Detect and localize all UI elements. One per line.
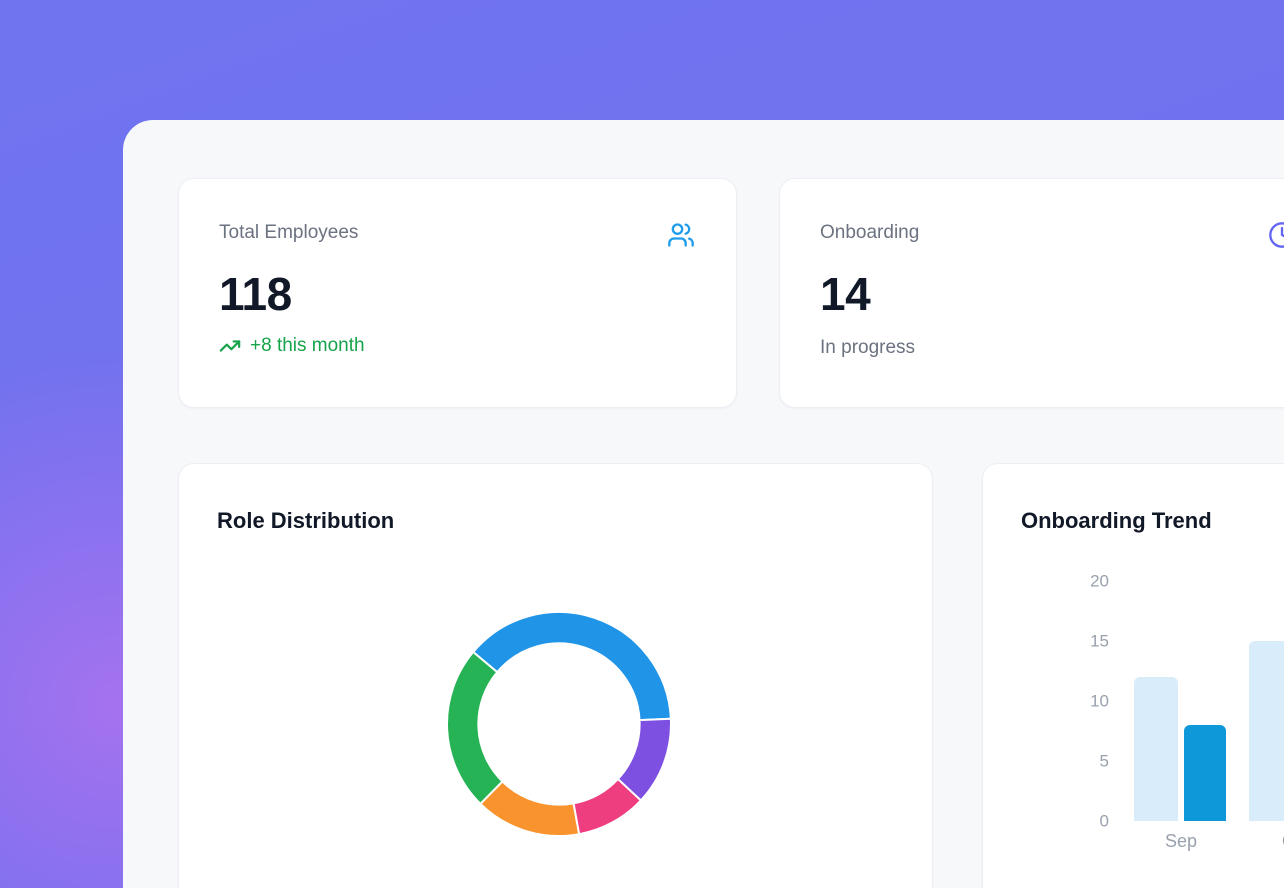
stat-value: 118 [219,268,292,320]
bar-dark-blue [1184,725,1226,821]
users-icon [667,221,695,249]
clock-icon [1268,221,1284,249]
onboarding-trend-chart: 0 5 10 15 20 Sep Oct [983,464,1284,888]
trending-up-icon [219,335,241,357]
y-axis-tick: 10 [1090,691,1109,711]
y-axis-tick: 5 [1099,751,1109,771]
dashboard-panel: Total Employees 118 +8 this month Onboar… [123,120,1284,888]
stat-change-text: +8 this month [250,335,365,356]
bar-light-blue [1249,641,1284,821]
x-axis-label: Oct [1250,832,1284,850]
stat-subtext: In progress [820,337,916,358]
onboarding-trend-card: Onboarding Trend 0 5 10 15 20 Sep Oct [982,463,1284,888]
x-axis-label: Sep [1164,831,1198,851]
chart-title: Onboarding Trend [1021,508,1212,533]
stat-change: +8 this month [219,335,365,358]
stat-card-onboarding: Onboarding 14 In progress [779,178,1284,408]
bar-light-blue [1134,677,1178,821]
chart-title: Role Distribution [217,508,395,533]
y-axis-tick: 15 [1090,631,1109,651]
y-axis-tick: 20 [1090,571,1109,591]
y-axis-tick: 0 [1099,811,1109,831]
donut-segment [446,651,504,805]
role-distribution-donut [446,611,672,837]
stat-card-total-employees: Total Employees 118 +8 this month [178,178,737,408]
role-distribution-card: Role Distribution [178,463,933,888]
stat-label: Total Employees [219,222,359,243]
stat-label: Onboarding [820,222,920,243]
stat-value: 14 [820,268,871,320]
donut-segment [472,611,672,722]
